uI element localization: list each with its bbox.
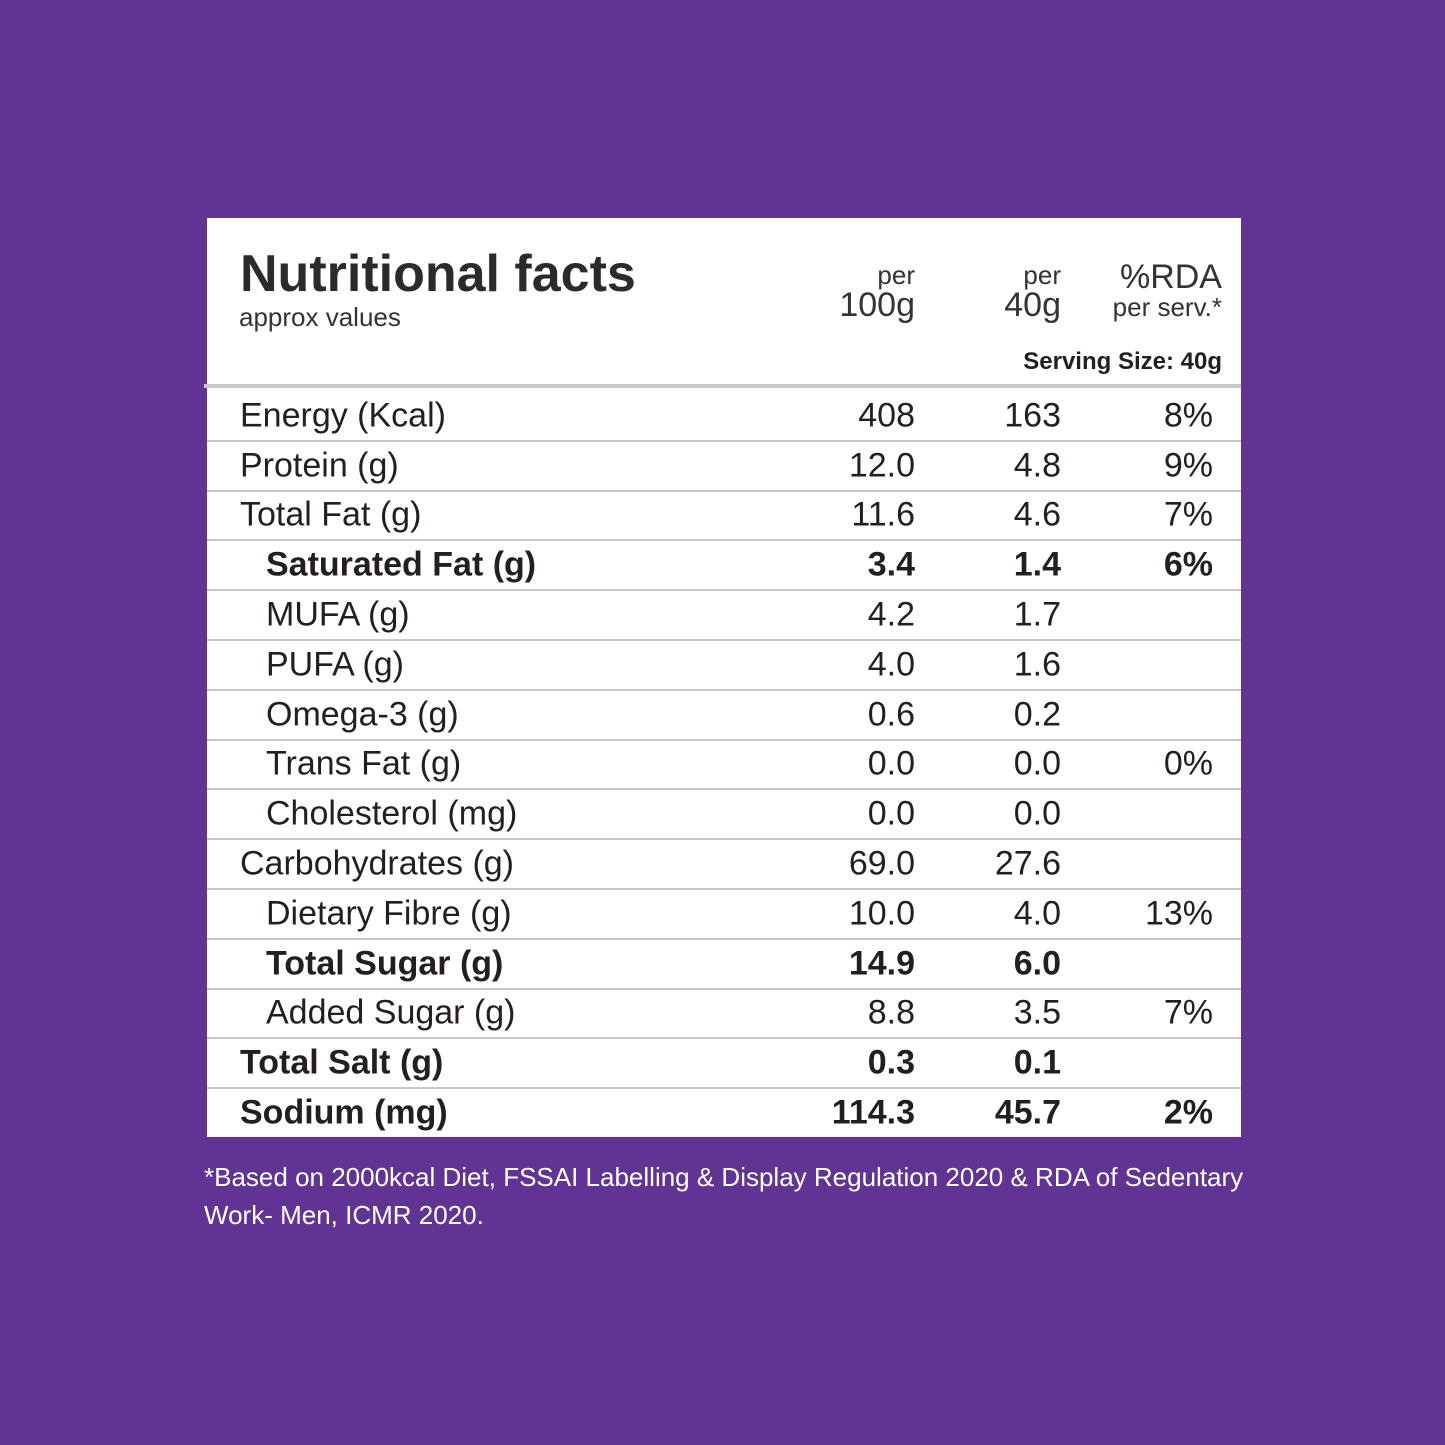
per-100g-value: 4.0 xyxy=(867,645,915,684)
per-100g-value: 69.0 xyxy=(848,844,915,883)
per-40g-value: 4.0 xyxy=(1013,894,1061,933)
nutrition-panel: Nutritional facts approx values per 100g … xyxy=(204,218,1241,1137)
per-100g-value: 3.4 xyxy=(867,545,915,584)
table-row: Total Fat (g) 11.6 4.6 7% xyxy=(207,492,1241,542)
table-row: PUFA (g) 4.0 1.6 xyxy=(207,641,1241,691)
per-40g-value: 4.6 xyxy=(1013,495,1061,534)
per-100g-value: 8.8 xyxy=(867,993,915,1032)
nutrient-label: Protein (g) xyxy=(240,446,399,485)
column-header-bottom: 100g xyxy=(839,286,915,324)
per-100g-value: 0.6 xyxy=(867,695,915,734)
rda-value: 7% xyxy=(1163,993,1213,1032)
nutrient-label: Sodium (mg) xyxy=(240,1093,448,1132)
title: Nutritional facts xyxy=(240,245,636,303)
rda-value: 0% xyxy=(1163,744,1213,783)
table-row: Added Sugar (g) 8.8 3.5 7% xyxy=(207,990,1241,1040)
rda-value: 8% xyxy=(1163,396,1213,435)
nutrient-label: Cholesterol (mg) xyxy=(266,794,518,833)
table-row: Sodium (mg) 114.3 45.7 2% xyxy=(207,1089,1241,1137)
nutrient-label: Total Sugar (g) xyxy=(266,944,504,983)
rda-value: 7% xyxy=(1163,495,1213,534)
table-row: Dietary Fibre (g) 10.0 4.0 13% xyxy=(207,890,1241,940)
per-40g-value: 4.8 xyxy=(1013,446,1061,485)
nutrient-label: Dietary Fibre (g) xyxy=(266,894,512,933)
per-100g-value: 0.0 xyxy=(867,744,915,783)
column-header: per 40g xyxy=(1004,262,1061,322)
column-header-top: per xyxy=(1023,260,1061,290)
per-40g-value: 6.0 xyxy=(1013,944,1061,983)
column-header-top: %RDA xyxy=(1119,258,1222,296)
per-100g-value: 10.0 xyxy=(848,894,915,933)
rda-value: 2% xyxy=(1163,1093,1213,1132)
per-100g-value: 11.6 xyxy=(851,495,915,534)
table-row: Energy (Kcal) 408 163 8% xyxy=(207,392,1241,442)
column-header: %RDA per serv.* xyxy=(1113,260,1222,320)
per-40g-value: 0.1 xyxy=(1013,1043,1061,1082)
subtitle: approx values xyxy=(239,302,401,332)
per-100g-value: 0.0 xyxy=(867,794,915,833)
column-header: per 100g xyxy=(839,262,915,322)
per-100g-value: 14.9 xyxy=(848,944,915,983)
table-row: Protein (g) 12.0 4.8 9% xyxy=(207,442,1241,492)
rda-value: 6% xyxy=(1163,545,1213,584)
column-header-bottom: per serv.* xyxy=(1112,292,1222,322)
table-row: Total Sugar (g) 14.9 6.0 xyxy=(207,940,1241,990)
nutrient-label: Omega-3 (g) xyxy=(266,695,459,734)
per-40g-value: 27.6 xyxy=(994,844,1061,883)
per-40g-value: 1.7 xyxy=(1013,595,1061,634)
nutrient-label: Added Sugar (g) xyxy=(266,993,516,1032)
per-40g-value: 45.7 xyxy=(994,1093,1061,1132)
per-40g-value: 0.0 xyxy=(1013,794,1061,833)
nutrient-label: PUFA (g) xyxy=(266,645,404,684)
nutrient-label: Energy (Kcal) xyxy=(240,396,446,435)
per-100g-value: 114.3 xyxy=(831,1093,915,1132)
per-100g-value: 408 xyxy=(858,396,915,435)
footnote: *Based on 2000kcal Diet, FSSAI Labelling… xyxy=(204,1162,1244,1230)
table-row: Omega-3 (g) 0.6 0.2 xyxy=(207,691,1241,741)
table-row: Carbohydrates (g) 69.0 27.6 xyxy=(207,840,1241,890)
nutrient-label: Trans Fat (g) xyxy=(266,744,462,783)
per-40g-value: 1.6 xyxy=(1013,645,1061,684)
nutrient-label: MUFA (g) xyxy=(266,595,410,634)
serving-size: Serving Size: 40g xyxy=(1023,348,1222,375)
table: Energy (Kcal) 408 163 8% Protein (g) 12.0 4.8 9… xyxy=(207,392,1241,1137)
table-row: Trans Fat (g) 0.0 0.0 0% xyxy=(207,741,1241,791)
per-100g-value: 12.0 xyxy=(848,446,915,485)
table-row: MUFA (g) 4.2 1.7 xyxy=(207,591,1241,641)
nutrient-label: Total Fat (g) xyxy=(240,495,422,534)
table-row: Total Salt (g) 0.3 0.1 xyxy=(207,1039,1241,1090)
per-40g-value: 0.2 xyxy=(1013,695,1061,734)
column-header-top: per xyxy=(877,260,915,290)
per-40g-value: 3.5 xyxy=(1013,993,1061,1032)
nutrient-label: Saturated Fat (g) xyxy=(266,545,537,584)
per-100g-value: 4.2 xyxy=(867,595,915,634)
column-header-bottom: 40g xyxy=(1004,286,1061,324)
header-rule xyxy=(204,384,1241,388)
table-row: Cholesterol (mg) 0.0 0.0 xyxy=(207,790,1241,841)
table-row: Saturated Fat (g) 3.4 1.4 6% xyxy=(207,541,1241,592)
nutrient-label: Carbohydrates (g) xyxy=(240,844,515,883)
nutrient-label: Total Salt (g) xyxy=(240,1043,444,1082)
per-40g-value: 1.4 xyxy=(1013,545,1061,584)
rda-value: 9% xyxy=(1163,446,1213,485)
per-40g-value: 163 xyxy=(1004,396,1061,435)
per-100g-value: 0.3 xyxy=(867,1043,915,1082)
rda-value: 13% xyxy=(1144,894,1213,933)
per-40g-value: 0.0 xyxy=(1013,744,1061,783)
